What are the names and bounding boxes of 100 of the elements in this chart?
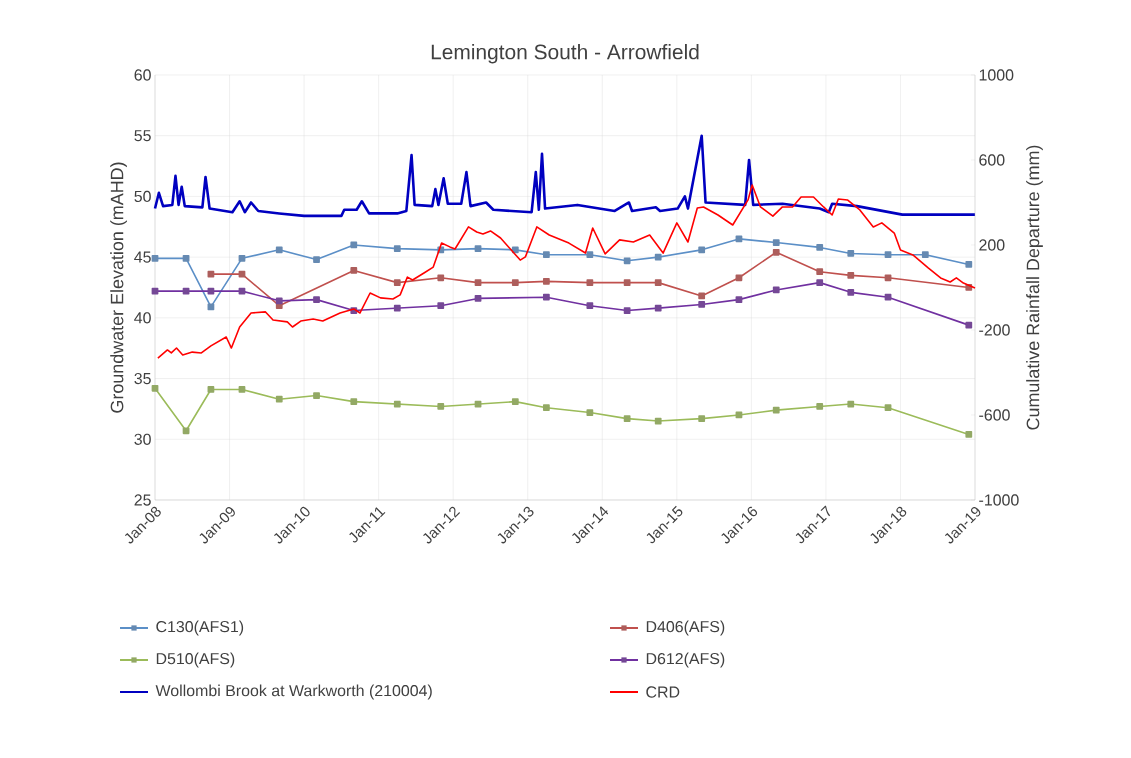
point <box>586 302 594 310</box>
point <box>437 403 445 410</box>
point <box>207 287 215 295</box>
point <box>182 287 190 295</box>
point <box>965 261 973 268</box>
point <box>772 406 780 414</box>
point <box>238 270 246 278</box>
point <box>511 246 519 254</box>
chart-title: Lemington South - Arrowfield <box>431 43 699 64</box>
point <box>816 268 824 276</box>
point <box>654 417 662 425</box>
point <box>847 271 855 279</box>
point <box>654 253 662 261</box>
point <box>847 288 855 296</box>
point <box>238 254 246 262</box>
legend-label: Wollombi Brook at Warkworth (210004) <box>155 684 432 700</box>
point <box>275 246 283 254</box>
point <box>437 274 445 282</box>
y2-tick-label: 1000 <box>979 69 1014 81</box>
point <box>511 279 519 287</box>
point <box>275 395 283 403</box>
point <box>350 241 358 249</box>
point <box>698 246 706 254</box>
point <box>623 257 631 265</box>
point <box>623 307 631 314</box>
point <box>921 251 929 259</box>
y-tick-label: 50 <box>134 190 151 203</box>
point <box>965 431 973 438</box>
y-tick-label: 60 <box>134 69 151 81</box>
y2-tick-label: -200 <box>979 324 1010 336</box>
y2-axis-title: Cumulative Rainfall Departure (mm) <box>1026 145 1043 430</box>
y-axis-title: Groundwater Elevation (mAHD) <box>110 162 127 413</box>
point <box>735 274 743 282</box>
point <box>207 270 215 278</box>
point <box>772 286 780 294</box>
point <box>313 256 320 263</box>
point <box>275 297 283 305</box>
point <box>816 403 824 410</box>
y-tick-label: 40 <box>134 312 151 324</box>
line-series <box>157 184 976 359</box>
point <box>623 415 631 423</box>
point <box>772 239 780 246</box>
point <box>847 400 855 408</box>
legend-label: D612(AFS) <box>646 652 725 668</box>
point <box>238 386 246 393</box>
y-tick-label: 25 <box>134 494 151 506</box>
point <box>698 292 706 300</box>
point <box>511 398 519 406</box>
point <box>350 398 358 406</box>
y2-tick-label: 200 <box>979 239 1005 251</box>
point <box>437 302 445 310</box>
point <box>623 279 631 287</box>
point <box>542 293 550 301</box>
y-tick-label: 45 <box>134 251 151 263</box>
line-series <box>153 134 977 218</box>
point <box>654 279 662 287</box>
point <box>182 254 190 262</box>
point <box>238 287 246 295</box>
point <box>735 296 743 304</box>
point <box>474 279 482 287</box>
point <box>393 279 401 287</box>
point <box>965 321 973 329</box>
legend-label: D510(AFS) <box>156 652 235 668</box>
point <box>654 304 662 312</box>
point <box>772 248 780 256</box>
y2-tick-label: 600 <box>979 154 1005 166</box>
point <box>586 279 594 287</box>
point <box>542 278 550 285</box>
point <box>884 274 892 282</box>
point <box>698 415 706 423</box>
point <box>884 251 892 259</box>
y2-tick-label: -1000 <box>979 494 1019 506</box>
point <box>313 392 320 399</box>
y-tick-label: 30 <box>134 433 151 445</box>
point <box>393 400 401 408</box>
point <box>151 254 159 262</box>
point <box>816 244 824 251</box>
point <box>474 295 482 302</box>
point <box>207 386 215 393</box>
point <box>816 279 824 287</box>
point <box>542 251 550 259</box>
point <box>847 250 855 257</box>
point <box>474 245 482 253</box>
y2-tick-label: -600 <box>979 409 1010 421</box>
point <box>884 404 892 412</box>
point <box>151 384 159 392</box>
point <box>884 293 892 301</box>
point <box>313 296 320 304</box>
point <box>393 304 401 312</box>
legend-label: C130(AFS1) <box>156 620 244 636</box>
point <box>586 409 594 416</box>
y-tick-label: 35 <box>134 372 151 385</box>
point <box>393 245 401 253</box>
y-tick-label: 55 <box>134 130 151 142</box>
legend-label: CRD <box>646 686 680 698</box>
point <box>542 404 550 412</box>
legend-label: D406(AFS) <box>646 620 725 636</box>
point <box>698 301 706 308</box>
point <box>350 267 358 274</box>
point <box>151 287 159 295</box>
